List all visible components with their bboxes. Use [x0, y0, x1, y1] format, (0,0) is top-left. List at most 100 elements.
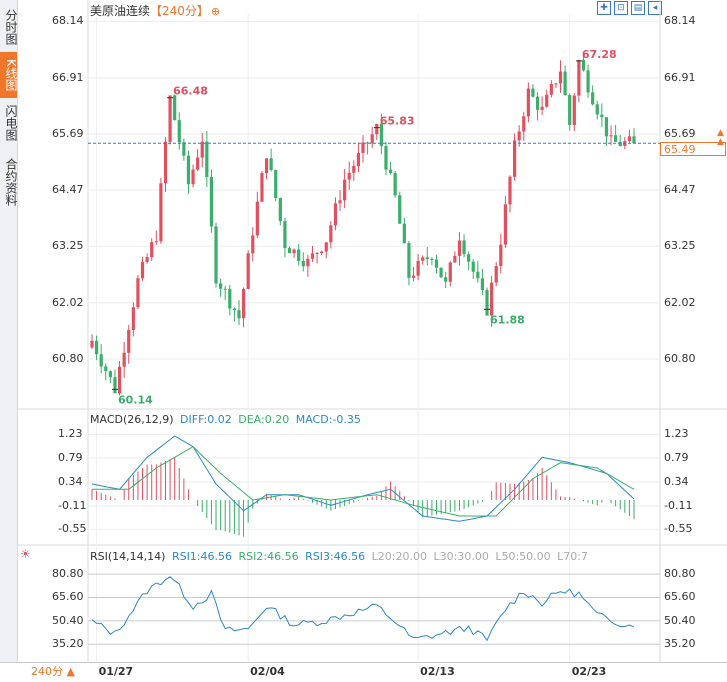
candle-body: [572, 95, 576, 125]
date-label: 01/27: [98, 665, 134, 678]
period-selector-button[interactable]: 240分 ▲: [17, 664, 89, 680]
candle-body: [444, 277, 448, 282]
candle-body: [384, 146, 388, 170]
candle-body: [168, 95, 172, 142]
sidebar: 分时图 K线图 闪电图 合约资料: [0, 0, 18, 662]
candle-body: [255, 201, 259, 236]
candle-body: [94, 340, 99, 355]
date-label: 02/04: [250, 665, 285, 678]
high-price-label: 67.28: [582, 48, 617, 61]
price-tick-right: 62.02: [664, 295, 696, 309]
candle-body: [471, 261, 475, 272]
candle-body: [246, 253, 250, 289]
tab-kline[interactable]: K线图: [0, 52, 18, 98]
candle-body: [108, 371, 112, 378]
rsi-l20: L20:20.00: [371, 550, 427, 563]
crosshair-icon[interactable]: ✚: [597, 1, 611, 15]
zoom-in-icon[interactable]: ⊕: [210, 5, 221, 18]
price-tick-left: 63.25: [52, 239, 84, 253]
candle-body: [531, 88, 535, 97]
low-price-label: 60.14: [118, 393, 153, 406]
candle-body: [568, 95, 572, 125]
candle-body: [200, 141, 204, 158]
candle-body: [117, 366, 122, 394]
candle-body: [163, 141, 168, 184]
candle-body: [232, 308, 236, 311]
price-tick-left: 66.91: [52, 70, 84, 84]
candle-body: [577, 59, 581, 96]
candle-body: [287, 248, 292, 254]
candle-body: [131, 307, 135, 330]
macd-diff-line: [91, 435, 635, 522]
rsi-header: RSI(14,14,14) RSI1:46.56 RSI2:46.56 RSI3…: [90, 550, 588, 563]
price-tick-right: 63.25: [664, 239, 696, 253]
fit-icon[interactable]: ⊡: [614, 1, 628, 15]
macd-tick-left: -0.55: [58, 522, 87, 536]
tab-flash-chart[interactable]: 闪电图: [4, 105, 18, 141]
macd-dea-value: DEA:0.20: [238, 413, 290, 426]
rsi-tick-right: 50.40: [664, 613, 696, 627]
macd-dea-line: [92, 446, 635, 517]
candle-body: [205, 141, 209, 178]
candle-body: [558, 71, 563, 84]
candle-body: [99, 354, 103, 367]
candle-body: [173, 95, 177, 121]
date-label: 02/23: [571, 665, 607, 678]
candle-body: [186, 155, 191, 185]
time-axis: [0, 662, 727, 682]
candle-body: [522, 116, 526, 132]
candle-body: [150, 242, 154, 258]
extreme-annotations: 66.48 65.83 67.28 60.14 61.88: [111, 48, 617, 406]
rsi-tick-left: 80.80: [52, 567, 84, 581]
candle-body: [549, 84, 553, 95]
candle-body: [407, 243, 411, 278]
candle-body: [122, 352, 126, 367]
candle-body: [90, 340, 94, 348]
candle-body: [228, 289, 232, 309]
high-price-label: 66.48: [173, 85, 208, 98]
candle-body: [586, 70, 590, 93]
candle-body: [145, 257, 149, 262]
candle-body: [499, 244, 503, 267]
candle-body: [490, 282, 494, 316]
candle-body: [136, 278, 140, 308]
candle-body: [338, 200, 342, 204]
rsi-tick-left: 50.40: [52, 613, 84, 627]
price-tick-left: 60.80: [52, 352, 84, 365]
chart-type-icon[interactable]: ▤: [631, 1, 645, 15]
candle-body: [627, 136, 632, 142]
candle-body: [301, 260, 305, 267]
candle-body: [370, 134, 374, 144]
candle-body: [388, 169, 393, 173]
candle-body: [310, 253, 315, 259]
candle-body: [618, 141, 622, 146]
macd-tick-left: 0.79: [58, 450, 83, 464]
candle-body: [480, 278, 485, 290]
chart-title: 美原油连续【240分】 ⊕: [90, 2, 220, 19]
rsi-tick-right: 80.80: [664, 567, 696, 581]
rsi-lines: [91, 576, 635, 642]
candle-body: [196, 157, 200, 170]
candle-body: [614, 135, 618, 142]
candle-body: [127, 329, 131, 353]
settings-gear-icon[interactable]: ☀: [20, 547, 31, 561]
candle-body: [329, 225, 333, 243]
back-icon[interactable]: ◂: [648, 1, 662, 15]
candle-body: [375, 123, 379, 135]
rsi3-value: RSI3:46.56: [305, 550, 366, 563]
candle-body: [430, 259, 434, 261]
candle-body: [223, 288, 227, 290]
tab-timeshare[interactable]: 分时图: [4, 9, 18, 45]
price-tick-left: 68.14: [52, 14, 84, 28]
rsi-l30: L30:30.00: [433, 550, 489, 563]
candle-body: [343, 179, 347, 201]
candle-body: [154, 241, 158, 243]
candle-body: [324, 242, 328, 252]
candle-body: [503, 204, 507, 245]
candle-body: [604, 117, 609, 137]
candle-body: [182, 142, 186, 156]
candle-body: [352, 166, 356, 173]
candle-body: [333, 203, 338, 226]
tab-contract-info[interactable]: 合约资料: [4, 158, 18, 206]
